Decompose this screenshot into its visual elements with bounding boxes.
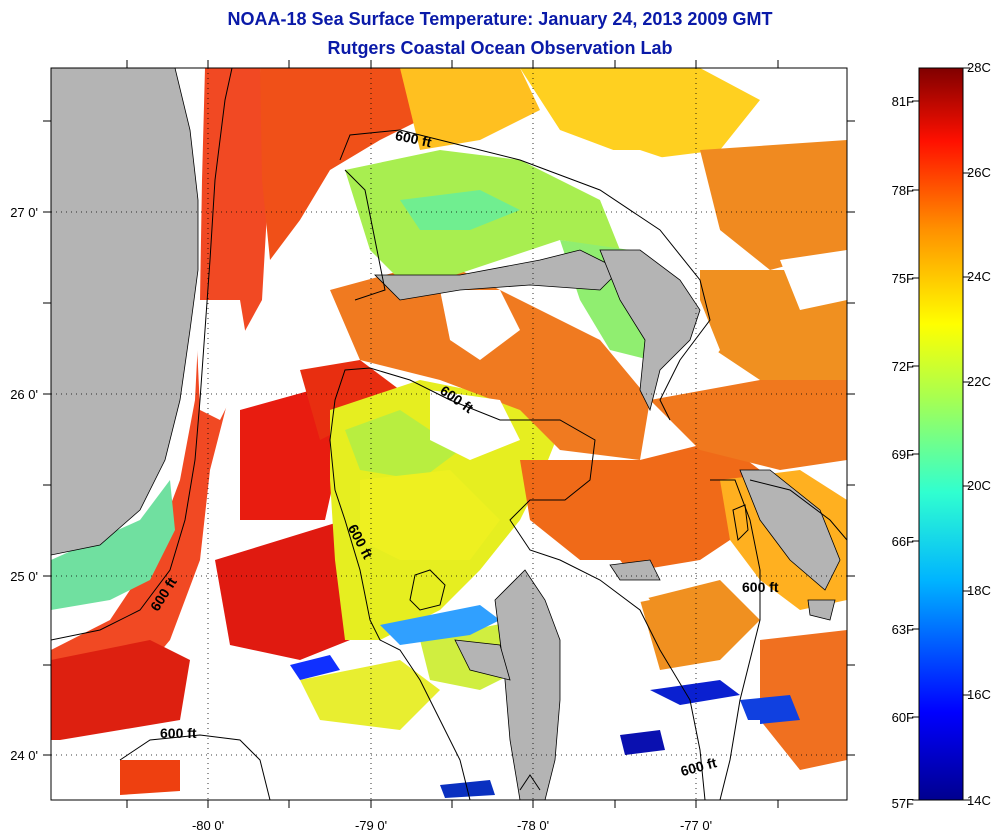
colorbar-fahrenheit-label: 81F — [892, 94, 914, 109]
isobath-grand-bahama-west — [344, 169, 386, 301]
andros-north-cays — [454, 639, 511, 681]
isobath-south-small — [519, 774, 541, 791]
colorbar-celsius-label: 26C — [967, 165, 991, 180]
isobath-great-bahama-bank-west — [329, 439, 471, 800]
andros-island — [494, 569, 561, 800]
colorbar-fahrenheit-label: 69F — [892, 447, 914, 462]
map-title: NOAA-18 Sea Surface Temperature: January… — [227, 9, 773, 29]
graticule — [51, 68, 847, 800]
map-frame — [50, 67, 848, 801]
lat-tick-label: 27 0' — [10, 205, 38, 220]
isobath-tongue-loop — [409, 569, 446, 611]
longitude-labels: -80 0' -79 0' -78 0' -77 0' — [192, 818, 712, 833]
lat-tick-label: 26 0' — [10, 387, 38, 402]
isobath-cay-sal — [119, 734, 271, 800]
sst-field — [51, 68, 847, 798]
colorbar: 28C 26C 24C 22C 20C 18C 16C 14C 81F 78F … — [892, 60, 991, 811]
contour-label: 600 ft — [160, 725, 197, 741]
colorbar-celsius-label: 24C — [967, 269, 991, 284]
colorbar-celsius-label: 16C — [967, 687, 991, 702]
new-providence-island — [609, 559, 661, 581]
isobath-small-loop — [732, 504, 749, 542]
colorbar-ticks — [912, 67, 970, 801]
colorbar-celsius-label: 14C — [967, 793, 991, 808]
land-masses — [51, 68, 841, 800]
isobath-great-bahama-bank-north — [329, 367, 706, 800]
contour-label: 600 ft — [394, 127, 433, 150]
colorbar-fahrenheit-label: 78F — [892, 183, 914, 198]
isobath-exuma-sound-west — [710, 479, 761, 800]
isobath-florida — [51, 68, 233, 641]
lon-tick-label: -77 0' — [680, 818, 712, 833]
colorbar-fahrenheit-label: 66F — [892, 534, 914, 549]
colorbar-celsius-label: 18C — [967, 583, 991, 598]
colorbar-gradient — [918, 67, 964, 801]
abaco-island — [599, 249, 701, 412]
isobath-little-bahama-bank — [339, 129, 711, 421]
colorbar-fahrenheit-label: 75F — [892, 271, 914, 286]
isobath-eleuthera-east — [749, 479, 847, 541]
eleuthera-island — [739, 469, 841, 591]
colorbar-celsius-label: 28C — [967, 60, 991, 75]
colorbar-fahrenheit-label: 72F — [892, 359, 914, 374]
colorbar-fahrenheit-label: 57F — [892, 796, 914, 811]
lon-tick-label: -80 0' — [192, 818, 224, 833]
colorbar-celsius-label: 20C — [967, 478, 991, 493]
map-area — [51, 68, 847, 800]
contour-label: 600 ft — [742, 579, 779, 595]
lon-tick-label: -78 0' — [517, 818, 549, 833]
axis-ticks — [43, 60, 855, 808]
colorbar-celsius-label: 22C — [967, 374, 991, 389]
colorbar-fahrenheit-label: 63F — [892, 622, 914, 637]
lat-tick-label: 25 0' — [10, 569, 38, 584]
cat-island-fragment — [807, 599, 836, 621]
lat-tick-label: 24 0' — [10, 748, 38, 763]
colorbar-fahrenheit-label: 60F — [892, 710, 914, 725]
map-subtitle: Rutgers Coastal Ocean Observation Lab — [327, 38, 673, 58]
lon-tick-label: -79 0' — [355, 818, 387, 833]
grand-bahama-island — [374, 249, 621, 301]
isobath-contours — [51, 68, 847, 800]
florida-peninsula — [51, 68, 199, 556]
latitude-labels: 27 0' 26 0' 25 0' 24 0' — [10, 205, 38, 763]
